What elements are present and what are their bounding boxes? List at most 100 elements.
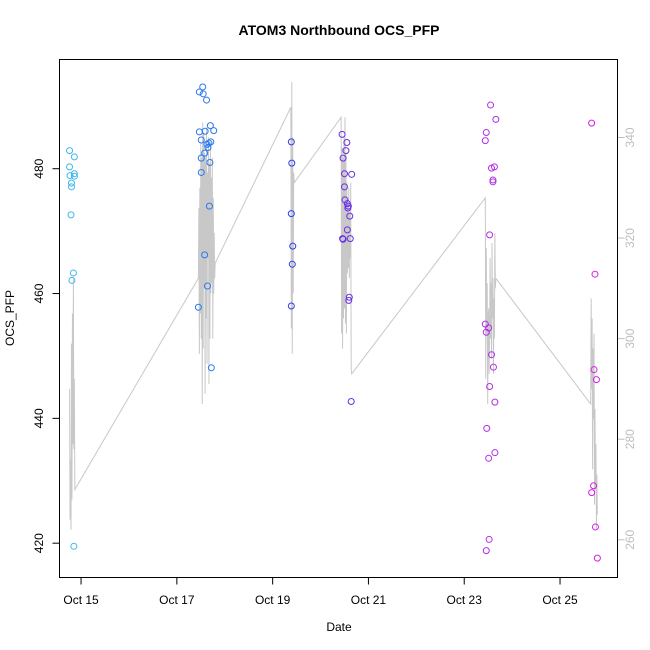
x-tick-label: Oct 15 [63, 593, 99, 607]
data-point-series-1 [204, 144, 212, 151]
data-point-series-5 [590, 366, 598, 374]
data-point-series-4 [485, 454, 493, 462]
data-point-series-0 [66, 172, 74, 180]
data-point-series-5 [588, 119, 596, 127]
series-line-ocs-pfp [69, 82, 598, 530]
data-point-series-0 [67, 179, 75, 187]
data-point-series-1 [203, 96, 211, 104]
data-point-series-4 [482, 129, 490, 137]
data-point-series-2 [288, 159, 296, 167]
data-point-series-4 [489, 363, 497, 371]
data-point-series-3 [347, 398, 355, 405]
data-point-series-4 [491, 398, 499, 406]
x-tick-label: Oct 19 [255, 593, 291, 607]
data-point-series-1 [197, 168, 205, 176]
y-right-tick-label: 280 [623, 429, 637, 449]
data-point-series-0 [66, 147, 74, 155]
data-point-series-3 [346, 235, 354, 243]
data-point-series-5 [590, 482, 598, 490]
data-point-series-5 [592, 376, 600, 384]
data-point-series-1 [210, 127, 218, 135]
data-point-series-4 [486, 383, 494, 391]
data-point-series-3 [345, 296, 353, 304]
data-point-series-1 [201, 149, 209, 157]
data-point-series-1 [199, 90, 207, 98]
data-point-series-0 [68, 276, 76, 284]
data-point-series-4 [485, 535, 493, 543]
data-point-series-0 [70, 172, 78, 180]
data-point-series-2 [287, 210, 295, 218]
data-point-series-4 [486, 231, 494, 239]
data-point-series-1 [194, 303, 202, 311]
data-point-series-3 [343, 226, 351, 234]
y-tick-label: 460 [32, 283, 46, 303]
data-point-series-4 [482, 547, 490, 555]
data-point-series-2 [287, 302, 295, 310]
data-point-series-1 [206, 122, 214, 130]
data-point-series-5 [593, 554, 601, 562]
y-right-tick-label: 340 [623, 127, 637, 147]
data-point-series-1 [205, 202, 213, 210]
data-point-series-3 [348, 170, 356, 178]
data-point-series-4 [488, 351, 496, 359]
data-point-series-4 [487, 101, 495, 109]
data-point-series-3 [346, 212, 354, 220]
data-point-series-5 [591, 270, 599, 278]
data-point-series-0 [70, 542, 78, 550]
y-right-tick-label: 260 [623, 529, 637, 549]
data-point-series-4 [485, 324, 493, 332]
data-point-series-0 [70, 170, 78, 178]
data-point-series-3 [338, 130, 346, 138]
x-axis: Oct 15 Oct 17 Oct 19 Oct 21 Oct 23 Oct 25 [63, 577, 578, 607]
data-point-series-3 [339, 154, 347, 162]
data-point-series-1 [205, 139, 213, 147]
data-point-series-1 [201, 127, 209, 135]
data-point-series-1 [195, 88, 203, 96]
data-point-series-4 [481, 137, 489, 145]
data-point-series-2 [288, 260, 296, 268]
x-tick-label: Oct 23 [447, 593, 483, 607]
data-point-series-0 [70, 153, 78, 161]
data-point-series-1 [207, 364, 215, 372]
data-point-series-3 [341, 196, 349, 204]
data-point-series-3 [340, 183, 348, 191]
data-point-series-3 [339, 235, 347, 243]
x-axis-label: Date [326, 620, 352, 634]
x-tick-label: Oct 17 [159, 593, 195, 607]
data-point-series-2 [289, 242, 297, 250]
data-point-series-4 [489, 176, 497, 184]
data-point-series-2 [287, 138, 295, 146]
y-axis-left: 420 440 460 480 [32, 158, 60, 553]
data-point-series-4 [483, 424, 491, 432]
data-point-series-1 [199, 83, 207, 91]
data-point-series-5 [591, 523, 599, 531]
data-point-series-5 [588, 489, 596, 497]
data-point-series-0 [69, 269, 77, 277]
data-point-series-4 [491, 449, 499, 457]
y-tick-label: 420 [32, 533, 46, 553]
data-point-series-0 [67, 211, 75, 219]
y-axis-right: 260 280 300 320 340 [617, 127, 637, 550]
right-axis-series [69, 82, 598, 530]
data-point-series-1 [197, 136, 205, 144]
data-point-series-4 [490, 163, 498, 171]
x-tick-label: Oct 25 [542, 593, 578, 607]
y-tick-label: 440 [32, 408, 46, 428]
data-point-series-3 [343, 139, 351, 146]
plot-frame [59, 59, 618, 578]
data-point-series-0 [66, 163, 74, 171]
data-point-series-1 [197, 154, 205, 162]
data-point-series-3 [342, 147, 350, 155]
y-right-tick-label: 320 [623, 228, 637, 248]
data-point-series-3 [340, 170, 348, 178]
data-point-series-1 [204, 282, 211, 290]
data-point-series-1 [201, 251, 209, 259]
data-point-series-0 [67, 183, 75, 191]
chart-title: ATOM3 Northbound OCS_PFP [239, 22, 440, 38]
data-points [66, 83, 601, 562]
y-axis-label: OCS_PFP [3, 290, 17, 346]
y-tick-label: 480 [32, 158, 46, 178]
data-point-series-3 [345, 293, 353, 301]
data-point-series-1 [206, 158, 214, 166]
